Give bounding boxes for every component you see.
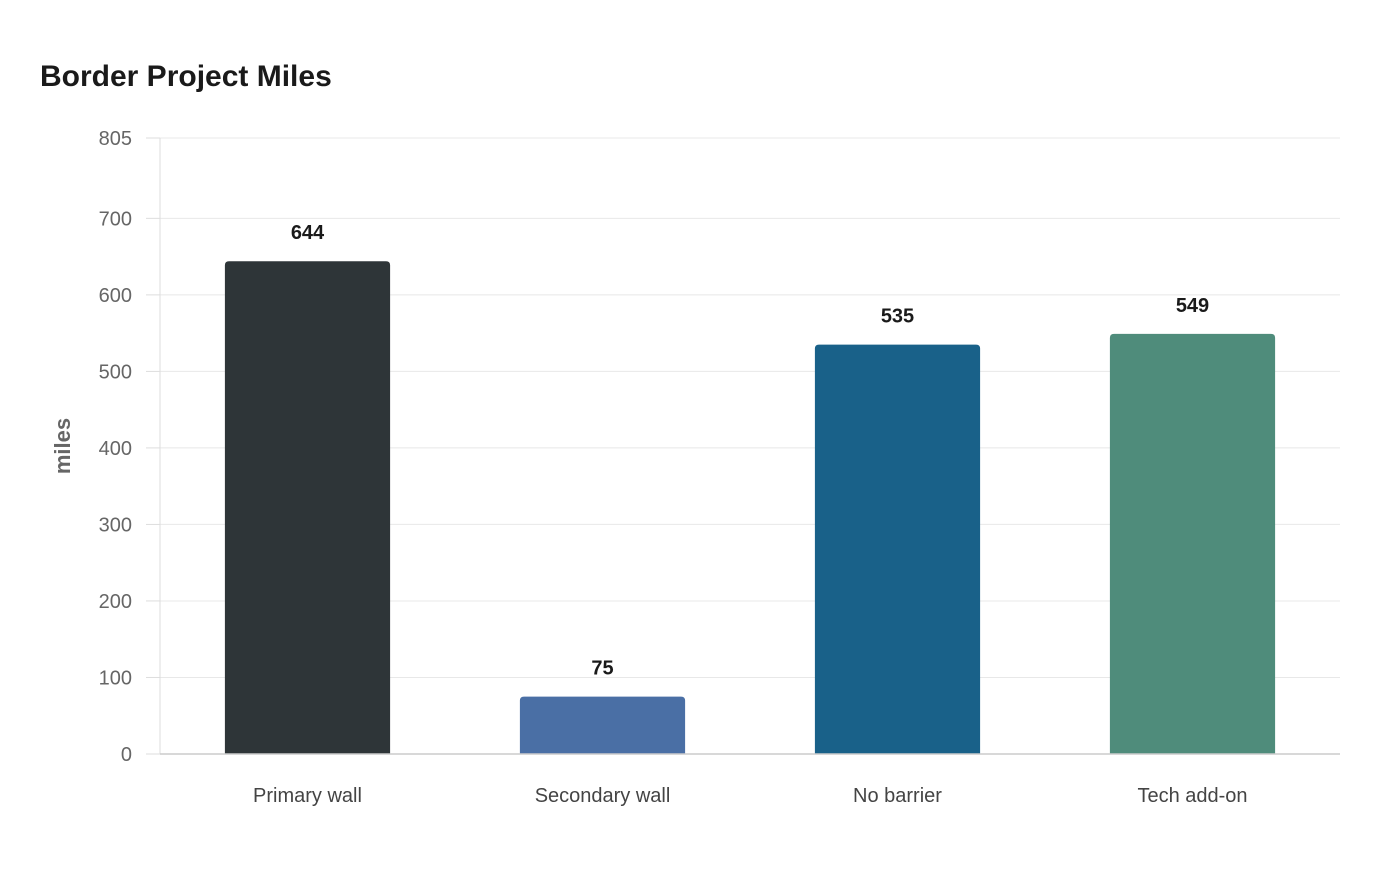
y-tick-label: 600 xyxy=(99,285,132,307)
y-tick-label: 100 xyxy=(99,667,132,689)
x-tick-label: Secondary wall xyxy=(535,785,671,807)
y-axis: 0 100 200 300 400 500 600 700 805 xyxy=(99,128,161,766)
data-label: 535 xyxy=(881,306,914,328)
bar xyxy=(1109,333,1276,754)
data-label: 549 xyxy=(1176,295,1209,317)
y-tick-label: 700 xyxy=(99,208,132,230)
data-label: 644 xyxy=(291,222,325,244)
x-axis: Primary wall Secondary wall No barrier Tech… xyxy=(160,753,1340,807)
y-tick-label: 500 xyxy=(99,361,132,383)
y-tick-label: 300 xyxy=(99,514,132,536)
y-tick-label: 200 xyxy=(99,591,132,613)
bar xyxy=(224,261,391,754)
bars: 644 75 535 549 xyxy=(224,222,1276,754)
y-tick-label: 400 xyxy=(99,438,132,460)
y-tick-label: 0 xyxy=(121,744,132,766)
x-tick-label: Primary wall xyxy=(253,785,362,807)
x-tick-label: No barrier xyxy=(853,785,942,807)
y-axis-title: miles xyxy=(50,418,75,474)
bar xyxy=(519,696,686,754)
bar xyxy=(814,344,981,754)
x-tick-label: Tech add-on xyxy=(1137,785,1247,807)
chart-title: Border Project Miles xyxy=(40,60,332,93)
data-label: 75 xyxy=(591,658,613,680)
y-tick-label: 805 xyxy=(99,128,132,150)
